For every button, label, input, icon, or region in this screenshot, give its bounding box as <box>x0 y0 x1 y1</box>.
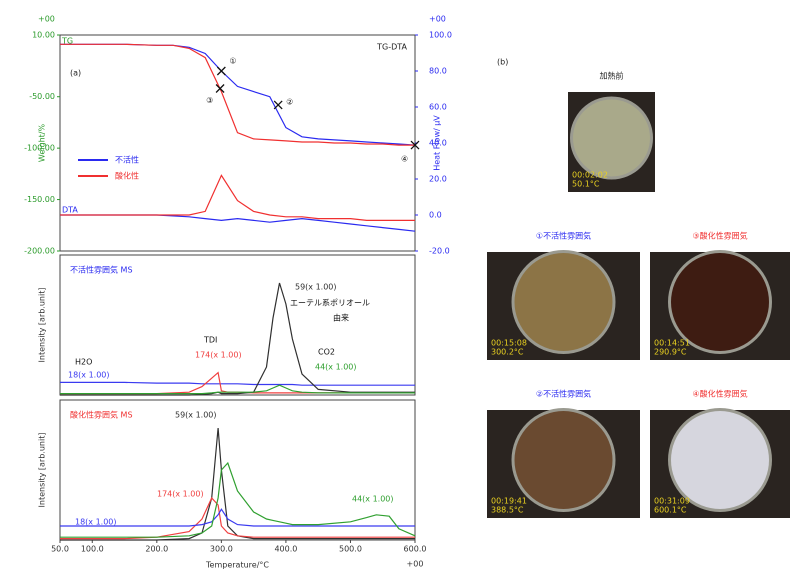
annotation: CO2 <box>318 348 335 357</box>
photo-dish <box>671 411 769 509</box>
photo-temperature: 600.1°C <box>654 506 687 515</box>
data-line <box>60 382 415 385</box>
photo-time: 00:19:41 <box>491 497 527 506</box>
marker-label: ① <box>229 57 236 66</box>
data-line <box>60 215 415 231</box>
photo-dish <box>515 253 613 351</box>
photo-temperature: 290.9°C <box>654 348 687 357</box>
series-label: 44(x 1.00) <box>352 495 394 504</box>
photo-temperature: 388.5°C <box>491 506 524 515</box>
y-tick-label: -50.00 <box>29 92 55 101</box>
series-label: 59(x 1.00) <box>175 411 217 420</box>
y-exponent: +00 <box>38 15 55 24</box>
plot-frame <box>60 255 415 395</box>
series-label: 44(x 1.00) <box>315 363 357 372</box>
annotation: エーテル系ポリオール <box>290 298 370 308</box>
x-tick-label: 50.0 <box>51 545 69 554</box>
marker-label: ③ <box>206 96 213 105</box>
photo-time: 00:02:02 <box>572 171 608 180</box>
photo-time: 00:15:08 <box>491 339 527 348</box>
photo-title: 加熱前 <box>600 71 624 81</box>
series-label: 174(x 1.00) <box>157 490 204 499</box>
photo-dish <box>515 411 613 509</box>
series-label: 59(x 1.00) <box>295 283 337 292</box>
y2-tick-label: 0.0 <box>429 211 442 220</box>
photo-dish <box>573 100 650 177</box>
x-tick-label: 300.0 <box>210 545 233 554</box>
photo-title: ④酸化性雰囲気 <box>692 389 747 399</box>
chart-title: TG-DTA <box>376 43 407 52</box>
y-axis-title: Intensity [arb.unit] <box>38 433 47 508</box>
y2-tick-label: 60.0 <box>429 103 447 112</box>
annotation: H2O <box>75 358 92 367</box>
x-tick-label: 400.0 <box>274 545 297 554</box>
photo-dish <box>671 253 769 351</box>
panel-title: 酸化性雰囲気 MS <box>70 410 133 420</box>
y2-tick-label: 80.0 <box>429 67 447 76</box>
marker-label: ② <box>286 97 293 106</box>
x-axis-title: Temperature/°C <box>205 561 269 570</box>
y2-exponent: +00 <box>429 15 446 24</box>
y-axis-title: Weight/% <box>38 124 47 163</box>
legend-label: 不活性 <box>115 155 139 165</box>
x-tick-label: 100.0 <box>81 545 104 554</box>
photo-title: ②不活性雰囲気 <box>536 389 591 399</box>
marker <box>217 67 225 75</box>
y2-tick-label: 100.0 <box>429 31 452 40</box>
series-label: 18(x 1.00) <box>75 518 117 527</box>
data-line <box>60 385 415 393</box>
y-tick-label: 10.00 <box>32 31 55 40</box>
data-line <box>60 373 415 394</box>
photo-temperature: 300.2°C <box>491 348 524 357</box>
data-line <box>60 175 415 220</box>
marker <box>216 84 224 92</box>
x-tick-label: 600.0 <box>404 545 427 554</box>
y-axis-title: Intensity [arb.unit] <box>38 288 47 363</box>
curve-label: TG <box>61 37 73 46</box>
panel-label: (a) <box>70 69 81 78</box>
y-tick-label: -150.00 <box>24 195 55 204</box>
data-line <box>60 44 415 145</box>
x-tick-label: 500.0 <box>339 545 362 554</box>
curve-label: DTA <box>62 206 78 215</box>
y-tick-label: -200.00 <box>24 247 55 256</box>
photo-title: ①不活性雰囲気 <box>536 231 591 241</box>
panel-title: 不活性雰囲気 MS <box>70 265 133 275</box>
photo-time: 00:31:09 <box>654 497 690 506</box>
panel-label: (b) <box>497 58 508 67</box>
annotation: TDI <box>203 336 217 345</box>
marker-label: ④ <box>401 155 408 164</box>
y2-axis-title: Heat Flow/ μV <box>433 115 442 171</box>
series-label: 18(x 1.00) <box>68 371 110 380</box>
photo-time: 00:14:51 <box>654 339 690 348</box>
photo-temperature: 50.1°C <box>572 180 600 189</box>
marker <box>274 101 282 109</box>
y2-tick-label: -20.0 <box>429 247 450 256</box>
photo-title: ③酸化性雰囲気 <box>692 231 747 241</box>
y2-tick-label: 20.0 <box>429 175 447 184</box>
legend-label: 酸化性 <box>115 171 139 181</box>
data-line <box>60 44 415 145</box>
series-label: 174(x 1.00) <box>195 351 242 360</box>
annotation: 由来 <box>333 313 349 323</box>
x-tick-label: 200.0 <box>145 545 168 554</box>
figure: 10.00-50.00-100.00-150.00-200.00100.080.… <box>0 0 796 570</box>
x-exponent: +00 <box>407 560 424 569</box>
